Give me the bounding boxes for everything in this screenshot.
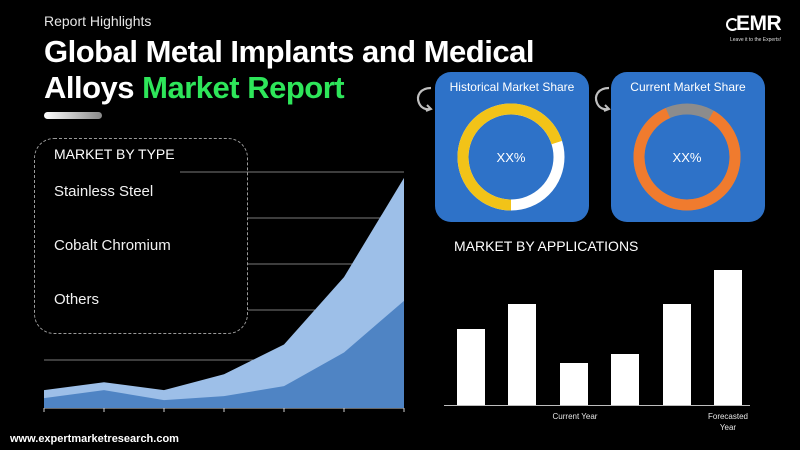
globe-icon bbox=[726, 18, 739, 31]
historical-share-card: Historical Market Share XX% bbox=[435, 72, 589, 222]
historical-swirl-icon bbox=[416, 86, 433, 112]
type-item-others: Others bbox=[54, 291, 100, 308]
market-by-type-box bbox=[34, 138, 248, 334]
logo-text: EMR bbox=[736, 12, 782, 35]
current-share-card: Current Market Share XX% bbox=[611, 72, 765, 222]
title-main: Global Metal Implants and Medical Alloys bbox=[44, 34, 534, 105]
page-title: Global Metal Implants and Medical Alloys… bbox=[44, 34, 544, 106]
applications-bar bbox=[559, 363, 588, 405]
label-forecasted-year: Forecasted Year bbox=[707, 412, 749, 432]
current-swirl-icon bbox=[594, 86, 611, 112]
applications-bar bbox=[662, 303, 691, 405]
footer-url: www.expertmarketresearch.com bbox=[10, 433, 179, 445]
current-share-value: XX% bbox=[673, 150, 702, 165]
donut-value-arc bbox=[457, 103, 565, 211]
report-kicker: Report Highlights bbox=[44, 13, 152, 29]
emr-logo: EMR Leave it to the Experts! bbox=[726, 12, 790, 46]
current-share-title: Current Market Share bbox=[630, 80, 746, 94]
type-item-cobalt-chromium: Cobalt Chromium bbox=[54, 237, 171, 254]
donut-value-arc bbox=[633, 103, 741, 211]
market-by-applications-heading: MARKET BY APPLICATIONS bbox=[454, 238, 639, 254]
current-donut: XX% bbox=[633, 103, 741, 211]
historical-share-title: Historical Market Share bbox=[449, 80, 575, 94]
applications-x-axis bbox=[444, 405, 750, 406]
type-item-stainless-steel: Stainless Steel bbox=[54, 183, 154, 200]
applications-bar bbox=[714, 270, 742, 405]
logo-tagline: Leave it to the Experts! bbox=[730, 37, 782, 43]
applications-bar bbox=[457, 328, 485, 405]
market-by-type-heading: MARKET BY TYPE bbox=[54, 146, 175, 162]
applications-bar bbox=[508, 303, 537, 405]
applications-bar bbox=[611, 353, 640, 405]
label-current-year: Current Year bbox=[552, 412, 598, 421]
historical-donut: XX% bbox=[457, 103, 565, 211]
historical-share-value: XX% bbox=[497, 150, 526, 165]
title-accent: Market Report bbox=[142, 70, 345, 105]
title-underline bbox=[44, 112, 102, 119]
